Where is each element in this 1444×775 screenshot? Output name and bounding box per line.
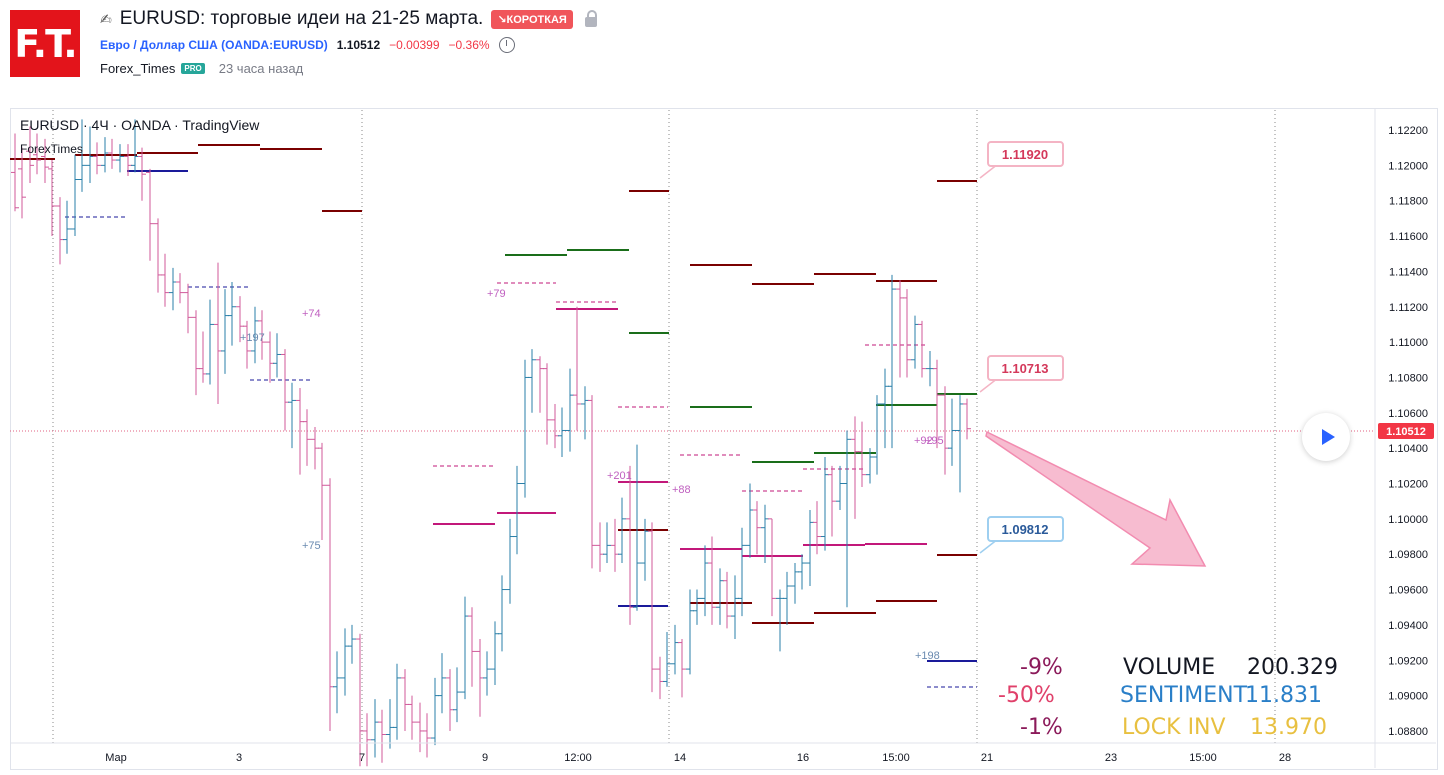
sentiment-label: SENTIMENT xyxy=(1120,683,1248,708)
trade-annotation: +75 xyxy=(302,540,321,552)
price-tick-label: 1.10800 xyxy=(1388,372,1428,384)
short-badge: ↘КОРОТКАЯ xyxy=(491,9,573,29)
chart-indicator-label: ForexTimes xyxy=(20,142,83,156)
time-tick-label: 12:00 xyxy=(564,752,592,764)
chart-grid xyxy=(10,110,1375,743)
time-tick-label: 21 xyxy=(981,752,993,764)
idea-title: EURUSD: торговые идеи на 21-25 марта. xyxy=(119,8,484,29)
symbol-link[interactable]: Евро / Доллар США (OANDA:EURUSD) xyxy=(100,38,328,52)
forecast-arrow xyxy=(985,430,1207,567)
trade-annotation: +88 xyxy=(672,484,691,496)
play-button[interactable] xyxy=(1302,413,1350,461)
lock-icon xyxy=(584,10,597,27)
callout-box xyxy=(987,516,1064,542)
axes: 1.12200 1.12000 1.11800 1.11600 1.11400 1.112… xyxy=(10,109,1436,768)
time-tick-label: 7 xyxy=(359,752,365,764)
sentiment-value: 11.831 xyxy=(1245,683,1322,708)
time-tick-label: Мар xyxy=(105,752,127,764)
price-change-pct: −0.36% xyxy=(448,38,490,52)
price-change: −0.00399 xyxy=(389,38,440,52)
trade-annotation: +95 xyxy=(925,435,944,447)
stat-pct-2: -50% xyxy=(998,683,1055,708)
author-row: Forex_Times PRO 23 часа назад xyxy=(100,61,303,76)
lockinv-label: LOCK INV xyxy=(1122,715,1226,740)
level-lines xyxy=(10,144,977,688)
price-tick-label: 1.11400 xyxy=(1389,266,1428,278)
price-tick-label: 1.09000 xyxy=(1388,691,1428,703)
price-tick-label: 1.11200 xyxy=(1389,302,1428,314)
forecast-arrow-shape xyxy=(985,430,1207,567)
price-tick-label: 1.10000 xyxy=(1388,514,1428,526)
stat-pct-1: -9% xyxy=(1020,655,1063,680)
time-tick-label: 9 xyxy=(482,752,488,764)
price-tick-label: 1.12000 xyxy=(1388,160,1428,172)
trade-annotation: +92 xyxy=(914,435,933,447)
price-tick-label: 1.09200 xyxy=(1388,655,1428,667)
author-name[interactable]: Forex_Times xyxy=(100,61,176,76)
callout-price-text: 1.10713 xyxy=(1002,361,1049,376)
volume-value: 200.329 xyxy=(1247,655,1338,680)
time-tick-label: 15:00 xyxy=(882,752,910,764)
symbol-row: Евро / Доллар США (OANDA:EURUSD) 1.10512… xyxy=(100,37,515,53)
callout-box xyxy=(987,141,1064,167)
trade-annotation: +201 xyxy=(607,470,632,482)
price-tick-label: 1.08800 xyxy=(1388,726,1428,738)
chart-frame[interactable] xyxy=(10,108,1438,770)
stat-pct-3: -1% xyxy=(1020,715,1063,740)
time-tick-label: 23 xyxy=(1105,752,1117,764)
last-price: 1.10512 xyxy=(336,38,381,52)
callout-box xyxy=(987,355,1064,381)
published-time: 23 часа назад xyxy=(218,61,304,76)
trade-annotation: +79 xyxy=(487,288,506,300)
price-tick-label: 1.09400 xyxy=(1388,620,1428,632)
price-tick-label: 1.09600 xyxy=(1388,585,1428,597)
alarm-clock-icon[interactable] xyxy=(498,37,515,53)
trade-annotation: +74 xyxy=(302,308,321,320)
price-tick-label: 1.11800 xyxy=(1389,196,1428,208)
callout-price-text: 1.11920 xyxy=(1002,147,1048,162)
idea-title-row: ✍ EURUSD: торговые идеи на 21-25 марта. … xyxy=(100,8,597,30)
time-tick-label: 16 xyxy=(797,752,809,764)
pro-badge: PRO xyxy=(181,63,205,74)
price-tick-label: 1.10400 xyxy=(1388,443,1428,455)
callout-price-text: 1.09812 xyxy=(1002,522,1049,537)
pencil-icon: ✍ xyxy=(100,10,112,27)
volume-label: VOLUME xyxy=(1123,655,1216,680)
trade-annotation: +197 xyxy=(240,332,265,344)
price-tick-label: 1.11600 xyxy=(1389,231,1428,243)
price-tick-label: 1.12200 xyxy=(1388,125,1428,137)
last-price-tag-text: 1.10512 xyxy=(1386,426,1426,438)
forex-times-logo[interactable]: F.T. xyxy=(10,10,80,77)
chart-symbol-line: EURUSD · 4Ч · OANDA · TradingView xyxy=(20,117,260,133)
time-tick-label: 28 xyxy=(1279,752,1291,764)
last-price-tag xyxy=(1378,423,1434,439)
ohlc-bars xyxy=(11,119,971,767)
price-tick-label: 1.10200 xyxy=(1388,479,1428,491)
time-tick-label: 14 xyxy=(674,752,686,764)
lockinv-value: 13.970 xyxy=(1250,715,1327,740)
trade-annotation: +198 xyxy=(915,650,940,662)
time-tick-label: 15:00 xyxy=(1189,752,1217,764)
price-tick-label: 1.09800 xyxy=(1388,549,1428,561)
price-tick-label: 1.10600 xyxy=(1388,408,1428,420)
annotations: +74 +197 +75 +79 +201 +88 +92+95 +198 xyxy=(240,288,944,662)
price-tick-label: 1.11000 xyxy=(1389,337,1428,349)
price-callouts: 1.11920 1.10713 1.09812 xyxy=(979,141,1064,554)
time-tick-label: 3 xyxy=(236,752,242,764)
